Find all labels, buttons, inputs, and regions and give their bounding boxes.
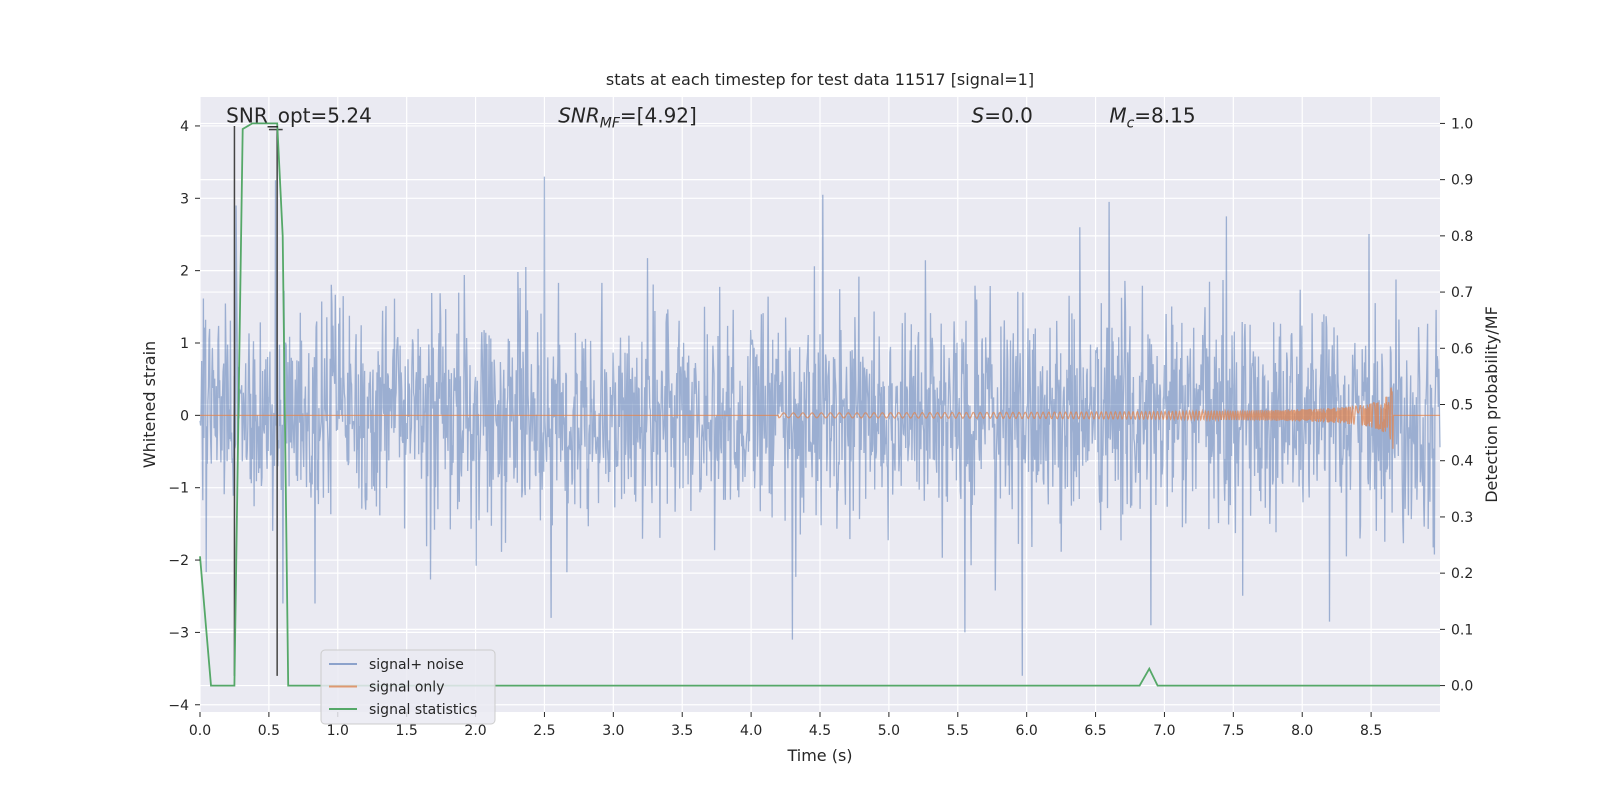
y-tick-label-right: 0.2 <box>1451 566 1473 582</box>
legend: signal+ noise signal only signal statistic… <box>320 649 496 725</box>
y-axis-label-left: Whitened strain <box>140 341 159 468</box>
x-tick-label: 6.0 <box>1016 723 1038 739</box>
annotations: SNR_opt=5.24 SNRMF=[4.92] S=0.0 Mc=8.15 <box>226 103 1195 131</box>
x-tick-label: 1.5 <box>396 723 418 739</box>
signal-statistics-series <box>199 122 1440 687</box>
y-tick-label-left: 1 <box>180 336 189 352</box>
x-tick-label: 5.5 <box>947 723 969 739</box>
y-tick-label-left: 3 <box>180 191 189 207</box>
x-tick-label: 3.0 <box>602 723 624 739</box>
y-axis-label-right: Detection probability/MF <box>1482 306 1501 503</box>
annotation: S=0.0 <box>972 103 1033 127</box>
y-tick-label-right: 1.0 <box>1451 116 1473 132</box>
x-tick-label: 7.0 <box>1153 723 1175 739</box>
signal-only-series <box>200 387 1440 449</box>
y-tick-label-right: 0.9 <box>1451 173 1473 189</box>
y-tick-label-left: 2 <box>180 264 189 280</box>
signal-statistics-line <box>199 122 1440 687</box>
signal-only-line <box>200 387 1440 449</box>
legend-box <box>320 649 496 725</box>
y-tick-label-right: 0.1 <box>1451 622 1473 638</box>
y-tick-label-right: 0.0 <box>1451 679 1473 695</box>
legend-label: signal+ noise <box>369 657 464 673</box>
y-tick-label-left: −4 <box>168 698 189 714</box>
x-tick-label: 5.0 <box>878 723 900 739</box>
annotation: SNRMF=[4.92] <box>558 103 697 131</box>
x-tick-label: 2.0 <box>464 723 486 739</box>
annotation: Mc=8.15 <box>1109 103 1195 131</box>
x-tick-label: 0.5 <box>258 723 280 739</box>
y-tick-label-right: 0.4 <box>1451 454 1473 470</box>
x-tick-label: 4.0 <box>740 723 762 739</box>
x-tick-label: 4.5 <box>809 723 831 739</box>
x-tick-label: 2.5 <box>533 723 555 739</box>
detection-markers <box>233 125 283 676</box>
y-tick-label-left: 4 <box>180 119 189 135</box>
chart-title: stats at each timestep for test data 115… <box>606 70 1034 89</box>
x-tick-label: 0.0 <box>189 723 211 739</box>
x-tick-label: 8.5 <box>1360 723 1382 739</box>
y-tick-label-left: −2 <box>168 553 189 569</box>
axes: 0.0 0.5 1.0 1.5 2.0 2.5 3.0 3.5 4.0 4.5 5.0 5.5 6.0 6… <box>168 116 1473 739</box>
y-tick-label-right: 0.5 <box>1451 398 1473 414</box>
legend-label: signal only <box>369 680 444 696</box>
y-tick-label-left: −1 <box>168 481 189 497</box>
x-axis-label: Time (s) <box>786 746 852 765</box>
x-tick-label: 8.0 <box>1291 723 1313 739</box>
x-tick-label: 3.5 <box>671 723 693 739</box>
y-tick-label-right: 0.8 <box>1451 229 1473 245</box>
x-tick-label: 6.5 <box>1084 723 1106 739</box>
y-tick-label-right: 0.3 <box>1451 510 1473 526</box>
y-tick-label-left: −3 <box>168 625 189 641</box>
y-tick-label-left: 0 <box>180 408 189 424</box>
x-tick-label: 1.0 <box>327 723 349 739</box>
x-tick-label: 7.5 <box>1222 723 1244 739</box>
legend-label: signal statistics <box>369 702 477 718</box>
y-tick-label-right: 0.7 <box>1451 285 1473 301</box>
annotation: SNR_opt=5.24 <box>226 103 372 127</box>
y-tick-label-right: 0.6 <box>1451 341 1473 357</box>
